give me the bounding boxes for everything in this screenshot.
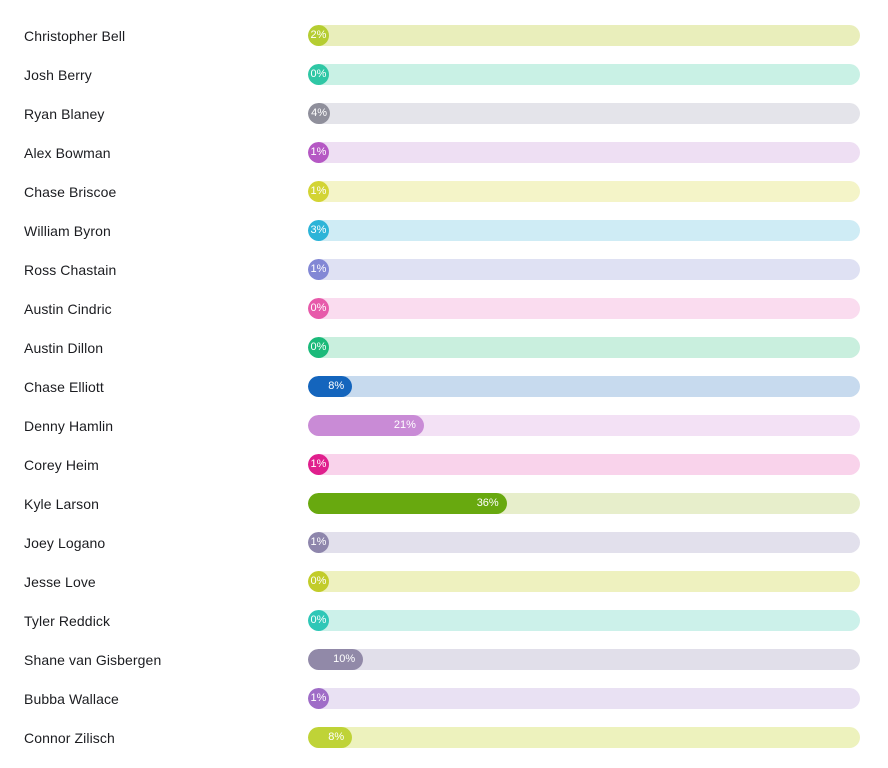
poll-row: Ross Chastain 1%	[24, 250, 860, 289]
driver-name-label: Chase Briscoe	[24, 183, 117, 200]
poll-row: Shane van Gisbergen 10%	[24, 640, 860, 679]
bar-track: 1%	[308, 532, 860, 553]
percentage-label: 0%	[310, 302, 327, 314]
poll-row: Josh Berry 0%	[24, 55, 860, 94]
bar-fill: 1%	[308, 181, 329, 202]
bar-fill: 0%	[308, 298, 329, 319]
bar-fill: 0%	[308, 337, 329, 358]
bar-track: 1%	[308, 454, 860, 475]
percentage-label: 1%	[310, 263, 327, 275]
bar-track: 21%	[308, 415, 860, 436]
percentage-label: 8%	[328, 380, 345, 392]
driver-name-label: Tyler Reddick	[24, 612, 111, 629]
poll-row: Connor Zilisch 8%	[24, 718, 860, 757]
percentage-label: 10%	[333, 653, 356, 665]
bar-fill: 0%	[308, 64, 329, 85]
poll-row: Denny Hamlin 21%	[24, 406, 860, 445]
poll-row: Chase Briscoe 1%	[24, 172, 860, 211]
bar-track: 10%	[308, 649, 860, 670]
bar-fill: 1%	[308, 532, 329, 553]
percentage-label: 0%	[310, 575, 327, 587]
poll-row: Tyler Reddick 0%	[24, 601, 860, 640]
driver-name-label: Jesse Love	[24, 573, 96, 590]
percentage-label: 1%	[310, 146, 327, 158]
percentage-label: 8%	[328, 731, 345, 743]
poll-row: Austin Cindric 0%	[24, 289, 860, 328]
driver-name-label: Josh Berry	[24, 66, 92, 83]
bar-fill: 36%	[308, 493, 507, 514]
driver-name-label: Corey Heim	[24, 456, 99, 473]
bar-fill: 3%	[308, 220, 329, 241]
bar-track: 1%	[308, 181, 860, 202]
driver-name-label: Connor Zilisch	[24, 729, 115, 746]
driver-name-label: Alex Bowman	[24, 144, 111, 161]
bar-fill: 0%	[308, 571, 329, 592]
poll-row: Joey Logano 1%	[24, 523, 860, 562]
bar-track: 0%	[308, 298, 860, 319]
driver-name-label: Austin Cindric	[24, 300, 112, 317]
driver-name-label: Denny Hamlin	[24, 417, 114, 434]
driver-name-label: Chase Elliott	[24, 378, 104, 395]
percentage-label: 0%	[310, 614, 327, 626]
bar-fill: 8%	[308, 727, 353, 748]
driver-name-label: Kyle Larson	[24, 495, 100, 512]
bar-track: 0%	[308, 337, 860, 358]
driver-name-label: Bubba Wallace	[24, 690, 119, 707]
poll-row: Chase Elliott 8%	[24, 367, 860, 406]
bar-fill: 1%	[308, 688, 329, 709]
bar-fill: 10%	[308, 649, 364, 670]
percentage-label: 36%	[476, 497, 499, 509]
driver-name-label: William Byron	[24, 222, 111, 239]
percentage-label: 1%	[310, 185, 327, 197]
bar-track: 36%	[308, 493, 860, 514]
poll-row: Kyle Larson 36%	[24, 484, 860, 523]
poll-row: William Byron 3%	[24, 211, 860, 250]
bar-fill: 1%	[308, 142, 329, 163]
bar-track: 8%	[308, 727, 860, 748]
poll-results-chart: Christopher Bell 2% Josh Berry 0% Ryan B…	[24, 16, 860, 757]
poll-row: Christopher Bell 2%	[24, 16, 860, 55]
percentage-label: 2%	[310, 29, 327, 41]
bar-fill: 0%	[308, 610, 329, 631]
driver-name-label: Ryan Blaney	[24, 105, 105, 122]
bar-track: 3%	[308, 220, 860, 241]
bar-fill: 8%	[308, 376, 353, 397]
bar-fill: 1%	[308, 454, 329, 475]
driver-name-label: Ross Chastain	[24, 261, 117, 278]
bar-fill: 4%	[308, 103, 331, 124]
percentage-label: 1%	[310, 692, 327, 704]
poll-row: Bubba Wallace 1%	[24, 679, 860, 718]
percentage-label: 0%	[310, 341, 327, 353]
bar-track: 0%	[308, 64, 860, 85]
percentage-label: 1%	[310, 536, 327, 548]
percentage-label: 21%	[393, 419, 416, 431]
driver-name-label: Christopher Bell	[24, 27, 126, 44]
poll-row: Austin Dillon 0%	[24, 328, 860, 367]
percentage-label: 0%	[310, 68, 327, 80]
driver-name-label: Shane van Gisbergen	[24, 651, 162, 668]
bar-track: 1%	[308, 142, 860, 163]
bar-track: 4%	[308, 103, 860, 124]
bar-track: 1%	[308, 259, 860, 280]
poll-row: Alex Bowman 1%	[24, 133, 860, 172]
percentage-label: 3%	[310, 224, 327, 236]
bar-fill: 2%	[308, 25, 329, 46]
bar-track: 8%	[308, 376, 860, 397]
percentage-label: 4%	[311, 107, 327, 119]
bar-track: 1%	[308, 688, 860, 709]
bar-fill: 1%	[308, 259, 329, 280]
bar-track: 2%	[308, 25, 860, 46]
poll-row: Corey Heim 1%	[24, 445, 860, 484]
percentage-label: 1%	[310, 458, 327, 470]
driver-name-label: Joey Logano	[24, 534, 106, 551]
bar-fill: 21%	[308, 415, 424, 436]
poll-row: Ryan Blaney 4%	[24, 94, 860, 133]
poll-row: Jesse Love 0%	[24, 562, 860, 601]
driver-name-label: Austin Dillon	[24, 339, 104, 356]
bar-track: 0%	[308, 571, 860, 592]
bar-track: 0%	[308, 610, 860, 631]
